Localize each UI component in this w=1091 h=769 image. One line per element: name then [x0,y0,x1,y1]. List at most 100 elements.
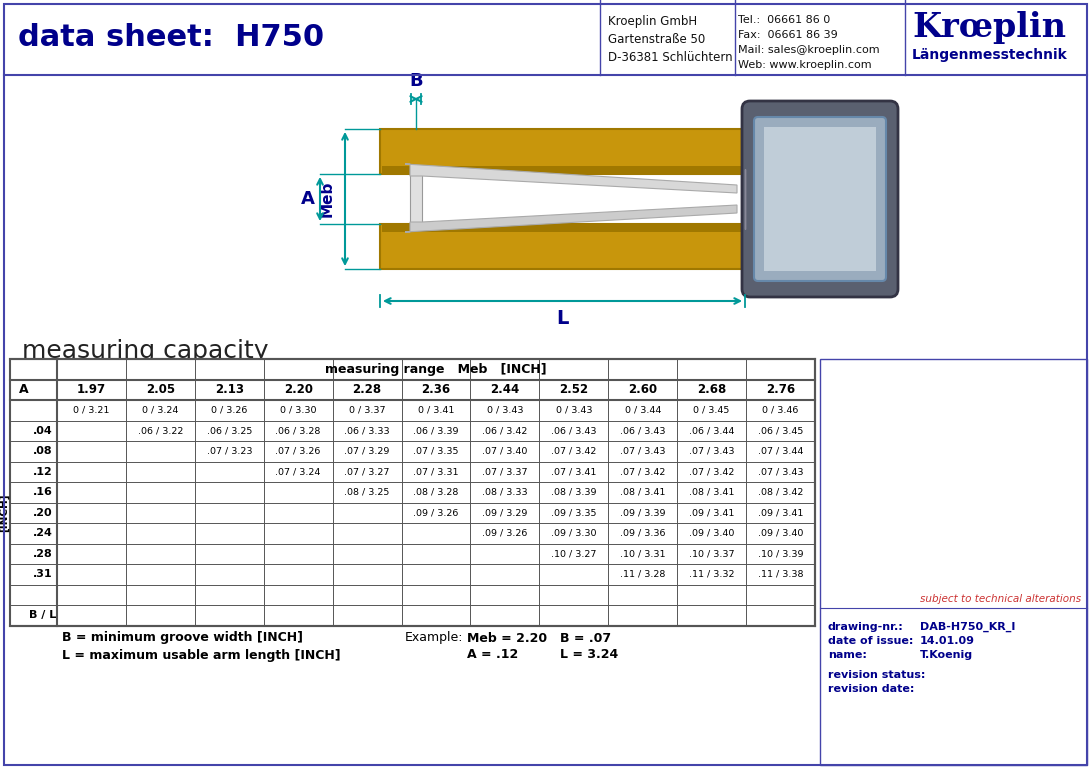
Text: .07 / 3.24: .07 / 3.24 [276,468,321,476]
Text: 0 / 3.21: 0 / 3.21 [73,406,109,414]
Polygon shape [405,205,738,232]
Text: 14.01.09: 14.01.09 [920,635,975,645]
Text: Meb = 2.20: Meb = 2.20 [467,631,547,644]
Text: .06 / 3.43: .06 / 3.43 [620,426,666,435]
Text: 2.36: 2.36 [421,383,451,396]
Text: 2.52: 2.52 [560,383,588,396]
Text: .09 / 3.39: .09 / 3.39 [620,508,666,518]
Text: T.Koenig: T.Koenig [920,650,973,660]
Text: measuring range   Meb   [INCH]: measuring range Meb [INCH] [325,363,547,376]
Text: groove depth
[INCH]: groove depth [INCH] [0,473,9,552]
Text: Mail: sales@kroeplin.com: Mail: sales@kroeplin.com [738,45,879,55]
Text: .08 / 3.41: .08 / 3.41 [688,488,734,497]
Bar [410,169,422,229]
Text: B / L: B / L [29,611,57,621]
Text: .08 / 3.42: .08 / 3.42 [758,488,803,497]
Text: 1.97: 1.97 [76,383,106,396]
Text: 2.13: 2.13 [215,383,243,396]
Text: .10 / 3.39: .10 / 3.39 [758,549,803,558]
FancyBboxPatch shape [742,101,898,297]
Text: A: A [20,383,28,396]
Text: .06 / 3.42: .06 / 3.42 [482,426,528,435]
Text: .09 / 3.41: .09 / 3.41 [758,508,803,518]
Text: .20: .20 [33,508,52,518]
Text: .07 / 3.29: .07 / 3.29 [345,447,389,456]
Text: .08 / 3.25: .08 / 3.25 [345,488,389,497]
Text: 2.05: 2.05 [146,383,175,396]
Text: .07 / 3.40: .07 / 3.40 [482,447,528,456]
Text: .07 / 3.43: .07 / 3.43 [688,447,734,456]
Text: 2.60: 2.60 [628,383,657,396]
Text: L: L [556,309,568,328]
Text: Tel.:  06661 86 0: Tel.: 06661 86 0 [738,15,830,25]
Text: 0 / 3.37: 0 / 3.37 [349,406,385,414]
Text: revision status:: revision status: [828,670,925,680]
Text: .06 / 3.22: .06 / 3.22 [137,426,183,435]
Text: .04: .04 [33,426,52,436]
Text: Meb: Meb [320,181,335,217]
Text: .07 / 3.31: .07 / 3.31 [413,468,458,476]
Text: .06 / 3.39: .06 / 3.39 [413,426,458,435]
Bar [382,166,743,174]
Bar [380,224,745,269]
Text: 2.68: 2.68 [697,383,727,396]
Bar [380,129,745,174]
Text: Web: www.kroeplin.com: Web: www.kroeplin.com [738,60,872,70]
Text: .09 / 3.41: .09 / 3.41 [688,508,734,518]
Text: L = maximum usable arm length [INCH]: L = maximum usable arm length [INCH] [62,648,340,661]
Text: .31: .31 [33,569,52,579]
Text: B = minimum groove width [INCH]: B = minimum groove width [INCH] [62,631,303,644]
Text: .08 / 3.28: .08 / 3.28 [413,488,458,497]
Text: .07 / 3.43: .07 / 3.43 [758,468,803,476]
Text: 2.28: 2.28 [352,383,382,396]
Text: .06 / 3.33: .06 / 3.33 [345,426,389,435]
Text: measuring capacity: measuring capacity [22,339,268,363]
Text: drawing-nr.:: drawing-nr.: [828,621,903,631]
Text: .07 / 3.44: .07 / 3.44 [758,447,803,456]
Text: .07 / 3.43: .07 / 3.43 [620,447,666,456]
Text: subject to technical alterations: subject to technical alterations [920,594,1081,604]
Text: .08 / 3.33: .08 / 3.33 [482,488,528,497]
FancyBboxPatch shape [754,117,886,281]
Text: 2.44: 2.44 [490,383,519,396]
Text: 0 / 3.41: 0 / 3.41 [418,406,454,414]
Text: .09 / 3.30: .09 / 3.30 [551,529,597,538]
Text: data sheet:  H750: data sheet: H750 [17,23,324,52]
Text: 2.20: 2.20 [284,383,313,396]
Text: 0 / 3.30: 0 / 3.30 [280,406,316,414]
Bar [764,127,876,271]
Text: A: A [301,190,315,208]
Text: 0 / 3.43: 0 / 3.43 [555,406,592,414]
Text: .28: .28 [33,549,52,559]
Text: .09 / 3.35: .09 / 3.35 [551,508,597,518]
Text: Gartenstraße 50: Gartenstraße 50 [608,33,705,46]
Text: date of issue:: date of issue: [828,635,913,645]
Text: .09 / 3.26: .09 / 3.26 [413,508,458,518]
Bar [10,359,815,625]
Text: 0 / 3.44: 0 / 3.44 [624,406,661,414]
Text: .24: .24 [33,528,52,538]
Text: .07 / 3.42: .07 / 3.42 [688,468,734,476]
Text: name:: name: [828,650,867,660]
Text: .07 / 3.23: .07 / 3.23 [206,447,252,456]
Text: .10 / 3.31: .10 / 3.31 [620,549,666,558]
Text: .11 / 3.38: .11 / 3.38 [758,570,803,579]
Text: revision date:: revision date: [828,684,914,694]
Text: .06 / 3.44: .06 / 3.44 [688,426,734,435]
Text: B: B [409,72,423,90]
Text: .10 / 3.27: .10 / 3.27 [551,549,597,558]
Text: .09 / 3.40: .09 / 3.40 [758,529,803,538]
Text: 0 / 3.45: 0 / 3.45 [694,406,730,414]
Text: Fax:  06661 86 39: Fax: 06661 86 39 [738,30,838,40]
Text: 0 / 3.46: 0 / 3.46 [763,406,799,414]
Text: .11 / 3.28: .11 / 3.28 [620,570,666,579]
Text: DAB-H750_KR_I: DAB-H750_KR_I [920,621,1016,632]
Text: .06 / 3.43: .06 / 3.43 [551,426,597,435]
Text: .07 / 3.42: .07 / 3.42 [551,447,597,456]
Text: .08: .08 [33,446,52,456]
Text: .06 / 3.28: .06 / 3.28 [276,426,321,435]
Text: .07 / 3.42: .07 / 3.42 [620,468,666,476]
Text: .09 / 3.36: .09 / 3.36 [620,529,666,538]
Text: .08 / 3.39: .08 / 3.39 [551,488,597,497]
Text: .06 / 3.25: .06 / 3.25 [206,426,252,435]
